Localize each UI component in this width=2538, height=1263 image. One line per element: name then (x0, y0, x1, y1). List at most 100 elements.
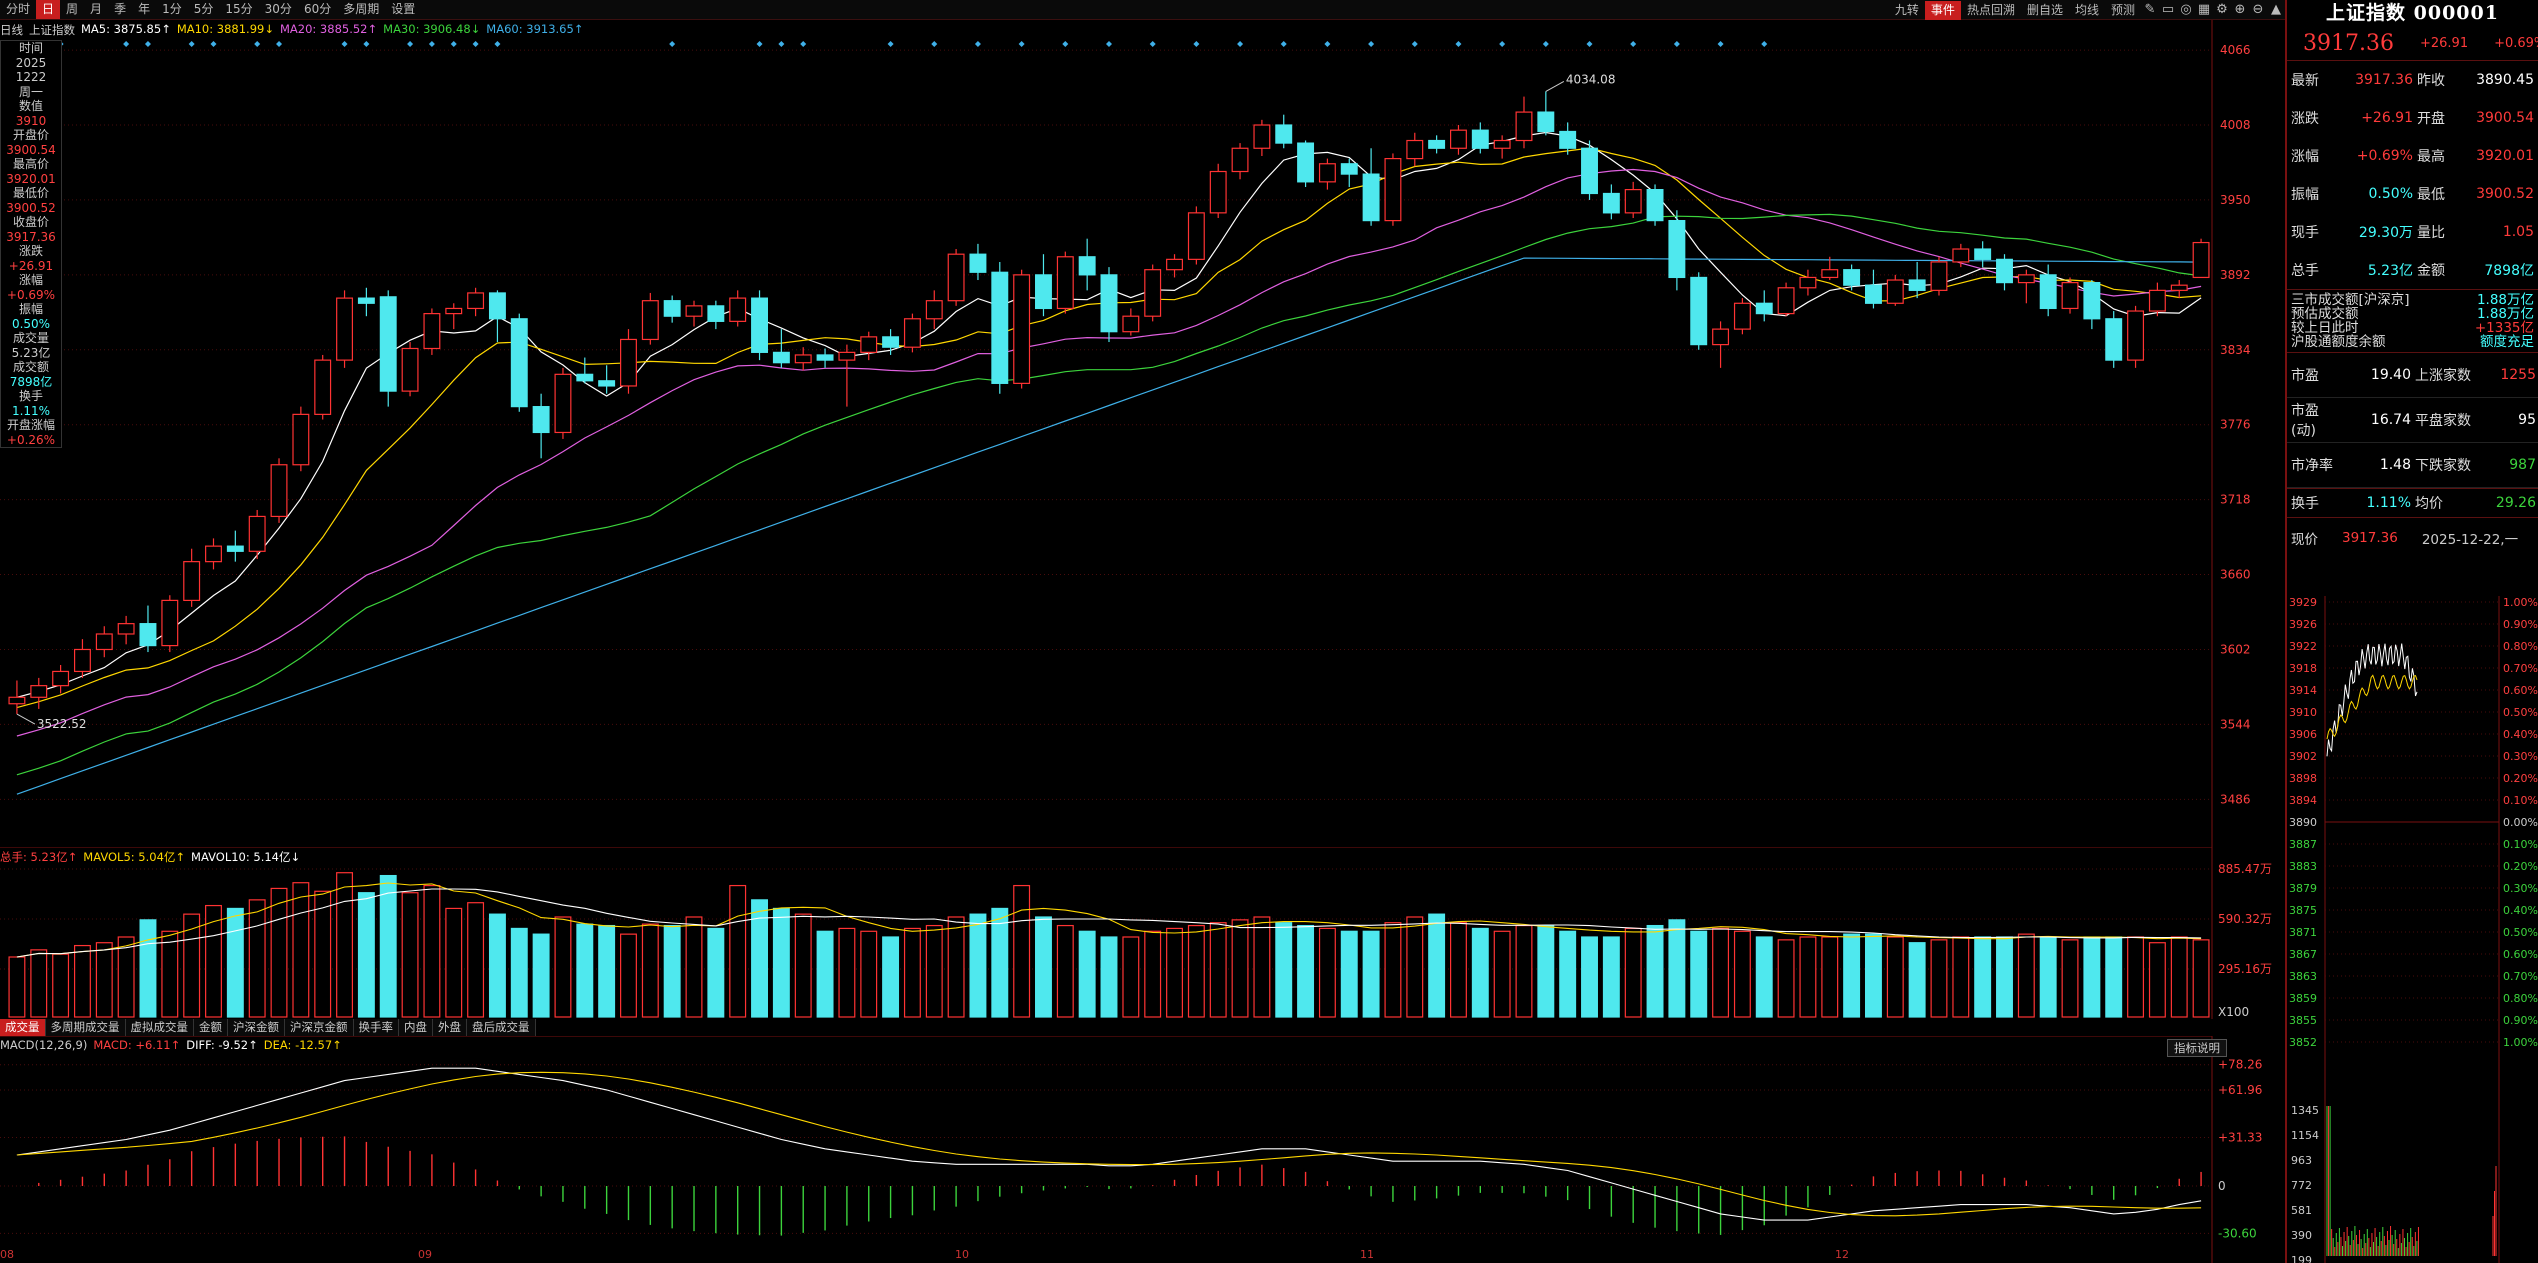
candle-body[interactable] (2105, 318, 2123, 361)
volume-bar[interactable] (969, 913, 987, 1018)
period-tab-2[interactable]: 周 (66, 2, 79, 16)
candle-body[interactable] (947, 253, 965, 302)
indicator-help-button[interactable]: 指标说明 (2167, 1039, 2227, 1057)
candle-body[interactable] (1100, 274, 1118, 333)
period-tab-5[interactable]: 年 (138, 2, 151, 16)
candle-body[interactable] (1755, 302, 1773, 315)
volume-bar[interactable] (685, 916, 703, 1018)
volume-bar[interactable] (2170, 936, 2188, 1018)
volume-bar[interactable] (947, 916, 965, 1018)
volume-bar[interactable] (52, 953, 70, 1018)
volume-bar[interactable] (2105, 936, 2123, 1018)
volume-bar[interactable] (1318, 927, 1336, 1018)
volume-bar[interactable] (620, 933, 637, 1018)
volume-bar[interactable] (314, 890, 332, 1018)
candle-body[interactable] (1996, 258, 2013, 284)
candle-body[interactable] (1231, 147, 1249, 173)
volume-bar[interactable] (1035, 916, 1052, 1018)
candle-body[interactable] (1515, 111, 1533, 142)
period-tab-1[interactable]: 日 (36, 0, 61, 19)
candle-body[interactable] (1428, 139, 1446, 149)
volume-chart[interactable]: 885.47万 590.32万 295.16万 X100 (0, 847, 2285, 1019)
candle-body[interactable] (1930, 261, 1948, 291)
candle-body[interactable] (925, 300, 943, 320)
candle-body[interactable] (2083, 282, 2101, 320)
candle-body[interactable] (1493, 139, 1511, 149)
volume-bar[interactable] (1471, 927, 1489, 1018)
candle-body[interactable] (401, 347, 419, 392)
volume-bar[interactable] (510, 927, 528, 1018)
right-tab-3[interactable]: 删自选 (2026, 2, 2063, 17)
candle-body[interactable] (30, 685, 48, 698)
candle-body[interactable] (1690, 276, 1708, 346)
candle-body[interactable] (292, 413, 310, 466)
period-tab-0[interactable]: 分时 (6, 2, 31, 16)
volume-bar[interactable] (1864, 933, 1882, 1018)
vol-tab-3[interactable]: 金额 (194, 1019, 228, 1036)
vol-tab-1[interactable]: 多周期成交量 (46, 1019, 126, 1036)
volume-bar[interactable] (1624, 927, 1642, 1018)
candle-body[interactable] (1362, 173, 1380, 222)
volume-bar[interactable] (1340, 930, 1358, 1018)
candle-body[interactable] (1253, 124, 1271, 149)
volume-bar[interactable] (248, 899, 266, 1018)
candle-body[interactable] (1406, 139, 1424, 160)
candle-body[interactable] (1908, 279, 1926, 291)
candle-body[interactable] (1275, 124, 1293, 144)
volume-bar[interactable] (641, 923, 659, 1018)
volume-bar[interactable] (1821, 936, 1839, 1018)
candle-body[interactable] (205, 545, 222, 563)
volume-bar[interactable] (1406, 916, 1424, 1018)
period-tab-4[interactable]: 季 (114, 2, 127, 16)
volume-bar[interactable] (423, 884, 441, 1018)
candle-body[interactable] (641, 300, 659, 341)
candle-body[interactable] (1035, 274, 1052, 310)
right-tab-0[interactable]: 九转 (1894, 2, 1919, 17)
candle-body[interactable] (1209, 170, 1227, 214)
intraday-chart[interactable]: 3929 1.00% 3926 0.90% 3922 0.80% 3918 0.70% 3914… (2287, 596, 2538, 1263)
candle-body[interactable] (729, 297, 747, 322)
candle-body[interactable] (882, 336, 900, 348)
volume-bar[interactable] (1384, 922, 1402, 1018)
candle-body[interactable] (1974, 248, 1992, 260)
volume-bar[interactable] (401, 892, 419, 1018)
volume-bar[interactable] (73, 944, 91, 1018)
period-tab-3[interactable]: 月 (90, 2, 103, 16)
volume-bar[interactable] (772, 907, 790, 1018)
volume-bar[interactable] (707, 927, 725, 1018)
volume-bar[interactable] (532, 933, 550, 1018)
volume-bar[interactable] (488, 913, 506, 1018)
volume-bar[interactable] (357, 892, 375, 1018)
candle-body[interactable] (1122, 315, 1140, 333)
volume-bar[interactable] (991, 907, 1009, 1018)
candle-body[interactable] (1450, 129, 1467, 149)
right-tab-5[interactable]: 预测 (2110, 2, 2135, 17)
candle-body[interactable] (751, 297, 768, 353)
volume-bar[interactable] (1515, 924, 1533, 1018)
candle-body[interactable] (1559, 130, 1577, 149)
volume-bar[interactable] (1493, 930, 1511, 1018)
volume-bar[interactable] (1428, 913, 1446, 1018)
volume-bar[interactable] (1581, 936, 1598, 1018)
period-tab-7[interactable]: 5分 (193, 2, 214, 16)
candle-body[interactable] (467, 292, 485, 310)
candle-body[interactable] (860, 336, 878, 353)
candle-body[interactable] (139, 623, 157, 647)
candle-body[interactable] (1537, 111, 1555, 133)
candle-body[interactable] (73, 648, 91, 673)
toolbar-tool-icon-3[interactable]: ▦ (2197, 2, 2211, 17)
volume-bar[interactable] (838, 927, 856, 1018)
candle-body[interactable] (2039, 274, 2057, 310)
volume-bar[interactable] (1078, 930, 1096, 1018)
volume-bar[interactable] (30, 949, 48, 1018)
volume-bar[interactable] (95, 942, 113, 1018)
candle-body[interactable] (838, 351, 856, 361)
volume-bar[interactable] (1974, 936, 1992, 1018)
candle-body[interactable] (685, 305, 703, 317)
candle-body[interactable] (1187, 212, 1205, 260)
candle-body[interactable] (2192, 241, 2210, 279)
candle-body[interactable] (1384, 157, 1402, 222)
candle-body[interactable] (183, 561, 201, 601)
candle-body[interactable] (1166, 258, 1183, 271)
candle-body[interactable] (1799, 276, 1817, 289)
